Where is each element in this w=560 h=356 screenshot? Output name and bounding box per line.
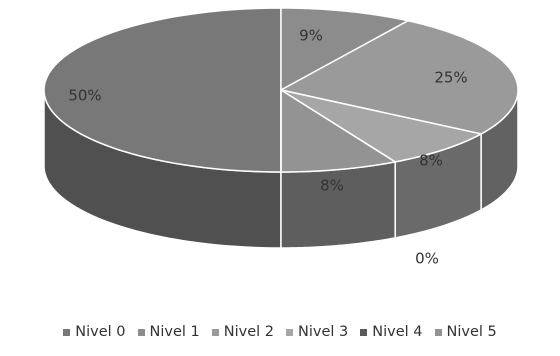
data-label-nivel-5: 8% <box>320 177 344 195</box>
legend-label: Nivel 1 <box>149 324 200 340</box>
slice-side-nivel-5 <box>280 160 396 249</box>
slice-nivel-5 <box>280 89 396 173</box>
legend-swatch <box>360 328 368 336</box>
legend-swatch <box>63 328 71 336</box>
data-labels: 50% 9% 25% 8% 0% 8% <box>68 27 467 268</box>
legend-item-nivel-5: Nivel 5 <box>434 324 497 340</box>
legend-item-nivel-1: Nivel 1 <box>137 324 200 340</box>
legend-swatch <box>286 328 293 336</box>
data-label-nivel-4: 0% <box>415 250 439 268</box>
legend-label: Nivel 2 <box>223 324 274 340</box>
data-label-nivel-2: 25% <box>434 69 467 87</box>
legend-label: Nivel 0 <box>75 324 126 340</box>
legend-item-nivel-2: Nivel 2 <box>211 324 274 340</box>
data-label-nivel-0: 50% <box>68 87 101 105</box>
legend: Nivel 0 Nivel 1 Nivel 2 Nivel 3 Nivel 4 Nivel… <box>0 320 560 344</box>
data-label-nivel-3: 8% <box>419 152 443 170</box>
legend-label: Nivel 4 <box>372 324 423 340</box>
slice-nivel-3 <box>280 89 482 163</box>
legend-swatch <box>211 328 219 336</box>
pie-sides <box>43 89 519 249</box>
slice-nivel-2 <box>280 20 519 135</box>
legend-label: Nivel 3 <box>298 324 349 340</box>
legend-swatch <box>434 328 442 336</box>
legend-item-nivel-3: Nivel 3 <box>286 324 348 340</box>
legend-swatch <box>137 328 145 336</box>
legend-item-nivel-4: Nivel 4 <box>360 324 423 340</box>
legend-item-nivel-0: Nivel 0 <box>63 324 126 340</box>
data-label-nivel-1: 9% <box>299 27 323 45</box>
legend-label: Nivel 5 <box>446 324 497 340</box>
slice-nivel-0 <box>43 7 282 173</box>
pie-slices <box>43 7 519 173</box>
slice-nivel-1 <box>280 7 409 91</box>
